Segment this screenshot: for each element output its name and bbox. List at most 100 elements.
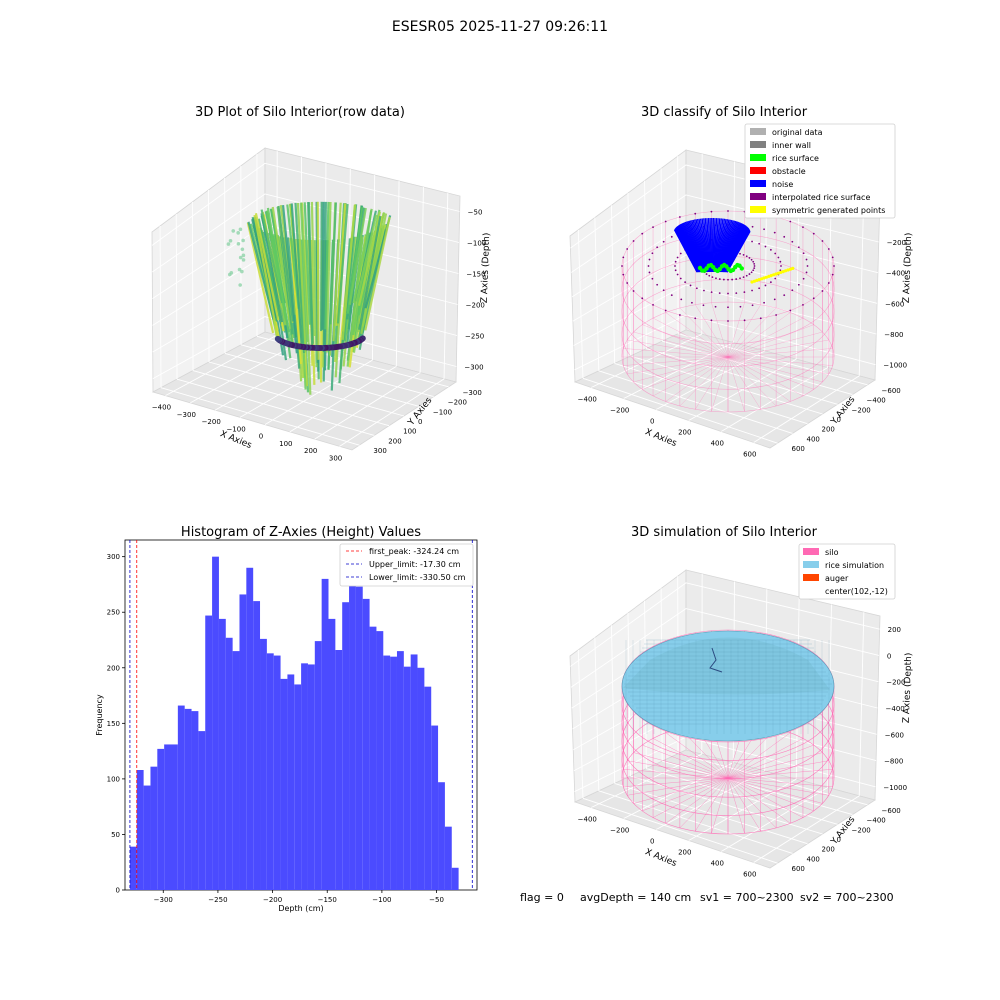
- interpolated-point: [775, 314, 778, 316]
- y-grid-floor: [240, 344, 434, 398]
- z-tick-label: −200: [466, 302, 485, 310]
- silo-floor-spoke: [727, 356, 833, 366]
- interpolated-point: [694, 317, 697, 320]
- raw-point-strip: [336, 203, 349, 324]
- interpolated-point: [641, 297, 644, 300]
- histogram-bar: [328, 618, 336, 890]
- histogram-bar: [390, 656, 397, 890]
- silo-floor-spoke: [727, 744, 814, 779]
- interpolated-point: [742, 276, 745, 279]
- z-tick-label: 0: [887, 652, 891, 660]
- noise-strip: [715, 218, 724, 273]
- histogram-bar: [266, 653, 274, 890]
- noise-strip: [701, 218, 709, 273]
- silo-floor-spoke: [727, 777, 791, 824]
- symmetric-point: [791, 266, 795, 270]
- histogram-bar: [184, 708, 192, 890]
- x-tick-label: −200: [202, 418, 221, 426]
- histogram-legend: first_peak: -324.24 cm Upper_limit: -17.3…: [339, 543, 474, 587]
- silo-floor-spoke: [633, 356, 729, 383]
- raw-point-strip: [257, 218, 282, 319]
- x-tick-label: 200: [678, 429, 691, 437]
- histogram-bar: [294, 684, 302, 890]
- interpolated-point: [632, 240, 635, 242]
- histogram-bar: [177, 705, 185, 890]
- z-tick-label: −800: [884, 331, 903, 339]
- legend-swatch: [750, 206, 766, 213]
- silo-floor-spoke: [727, 777, 745, 834]
- raw-point-outlier: [236, 231, 240, 235]
- histogram-bar: [349, 568, 356, 890]
- silo-floor-spoke: [727, 777, 833, 787]
- silo-floor-spoke: [711, 777, 729, 834]
- noise-strip: [716, 218, 726, 273]
- z-tick-label: 200: [888, 626, 901, 634]
- y-grid-floor: [176, 378, 375, 436]
- x-grid-wall: [858, 192, 865, 376]
- interpolated-point: [779, 260, 782, 263]
- x-grid-wall: [858, 612, 865, 796]
- legend-label: rice surface: [772, 154, 819, 163]
- noise-strip: [717, 219, 729, 273]
- interpolated-point: [745, 274, 748, 277]
- noise-strip: [689, 220, 705, 273]
- raw-point-bottom: [274, 335, 281, 342]
- interpolated-point: [797, 246, 800, 249]
- noise-strip: [699, 218, 709, 273]
- silo-floor-spoke: [711, 356, 729, 412]
- y-tick-label: −600: [882, 807, 901, 815]
- silo-floor-spoke: [633, 752, 729, 779]
- raw-point-outlier: [236, 242, 241, 246]
- x-tick-label: 400: [711, 440, 724, 448]
- x-tick-label: −200: [610, 827, 629, 835]
- raw-point-outlier: [226, 242, 231, 246]
- interpolated-point: [827, 248, 830, 250]
- raw-point-outlier: [227, 272, 232, 277]
- histogram-bar: [164, 744, 172, 890]
- raw-point-strip: [357, 211, 382, 306]
- interpolated-point: [641, 232, 644, 235]
- x-tick-label: −250: [208, 896, 227, 904]
- interpolated-point: [753, 267, 756, 270]
- raw-point-strip: [364, 216, 391, 331]
- interpolated-point: [647, 265, 650, 267]
- interpolated-point: [632, 290, 635, 292]
- histogram-bar: [246, 567, 254, 890]
- silo-floor-spoke: [633, 331, 729, 358]
- silo-floor-spoke: [642, 324, 729, 358]
- x-tick-label: 0: [650, 418, 654, 426]
- z-grid-wall: [572, 254, 878, 322]
- y-tick-label: 250: [107, 609, 120, 617]
- legend-label: obstacle: [772, 167, 806, 176]
- interpolated-point: [622, 273, 625, 276]
- interpolated-point: [718, 278, 721, 280]
- silo-floor-spoke: [727, 356, 804, 397]
- interpolated-point: [711, 276, 714, 279]
- silo-floor-spoke: [679, 356, 729, 407]
- interpolated-point: [812, 297, 815, 300]
- x-tick-label: −400: [152, 404, 171, 412]
- x-tick-label: −100: [372, 896, 391, 904]
- raw-point-strip: [303, 202, 312, 325]
- legend-swatch: [803, 548, 819, 555]
- z-grid-wall: [570, 582, 880, 667]
- interpolated-point: [831, 256, 834, 259]
- raw-data-3d-panel: 3D Plot of Silo Interior(row data) −400−…: [151, 105, 492, 462]
- y-tick-label: −200: [852, 826, 871, 834]
- interpolated-point: [674, 269, 677, 272]
- raw-point-strip: [321, 201, 325, 330]
- y-grid-wall: [660, 168, 663, 342]
- y-tick-label: −400: [867, 397, 886, 405]
- y-grid-floor: [614, 362, 808, 425]
- interpolated-point: [783, 294, 786, 297]
- y-tick-label: 200: [388, 437, 401, 445]
- x-grid-wall: [395, 180, 400, 367]
- y-grid-floor: [614, 782, 808, 845]
- interpolated-point: [739, 252, 741, 255]
- classify-tick-labels: −400−20002004006006004002000−200−400−600…: [578, 208, 907, 458]
- raw-point-strip: [310, 201, 316, 336]
- histogram-bar: [376, 631, 384, 890]
- interpolated-point: [678, 216, 681, 218]
- histogram-title: Histogram of Z-Axies (Height) Values: [181, 525, 421, 540]
- y-tick-label: 600: [792, 445, 805, 453]
